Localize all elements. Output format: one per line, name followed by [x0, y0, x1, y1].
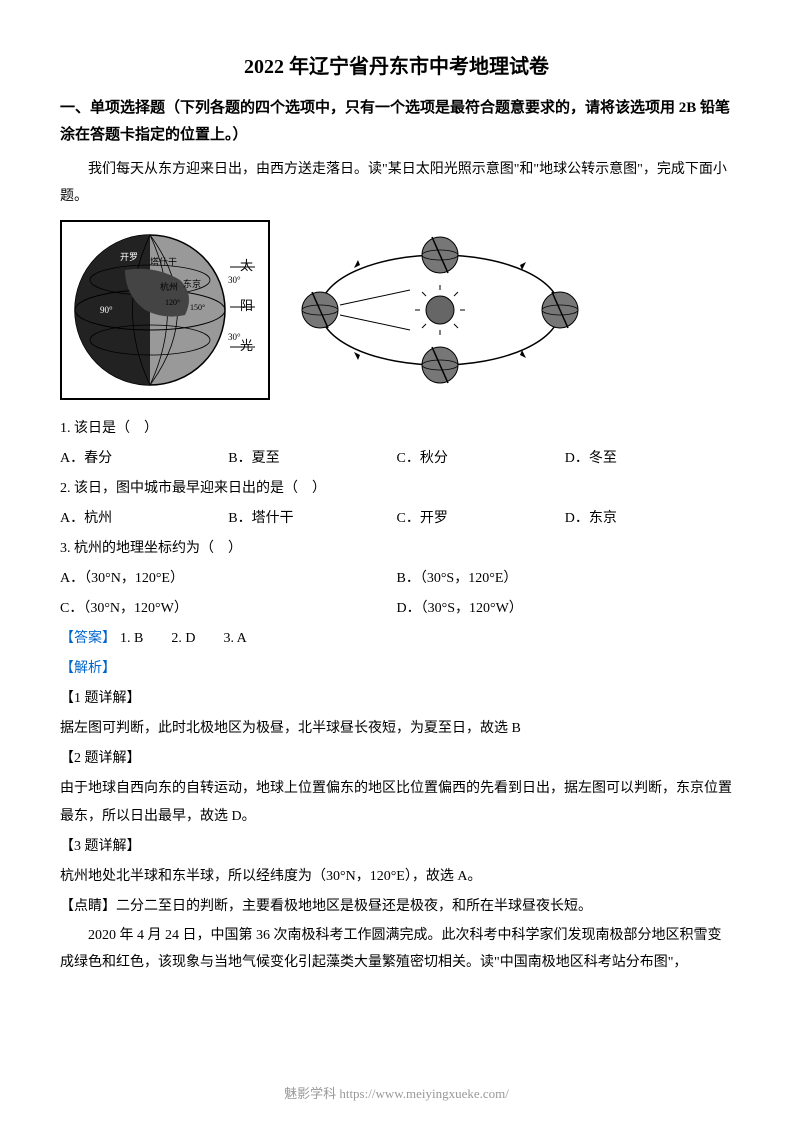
question-2: 2. 该日，图中城市最早迎来日出的是（ ） [60, 475, 733, 503]
svg-text:30°: 30° [228, 275, 241, 285]
q1-option-d: D．冬至 [565, 445, 733, 473]
svg-text:90°: 90° [100, 305, 113, 315]
svg-text:东京: 东京 [183, 278, 201, 289]
svg-text:杭州: 杭州 [160, 281, 178, 292]
svg-text:塔什干: 塔什干 [150, 256, 177, 267]
explain2-text: 由于地球自西向东的自转运动，地球上位置偏东的地区比位置偏西的先看到日出，据左图可… [60, 775, 733, 831]
q2-options: A．杭州 B．塔什干 C．开罗 D．东京 [60, 505, 733, 533]
svg-text:150°: 150° [190, 303, 205, 312]
explain1-text: 据左图可判断，此时北极地区为极昼，北半球昼长夜短，为夏至日，故选 B [60, 715, 733, 743]
intro-paragraph: 我们每天从东方迎来日出，由西方送走落日。读"某日太阳光照示意图"和"地球公转示意… [60, 157, 733, 210]
explain3-text: 杭州地处北半球和东半球，所以经纬度为（30°N，120°E），故选 A。 [60, 863, 733, 891]
orbit-diagram [300, 230, 580, 390]
explain2-header: 【2 题详解】 [60, 745, 733, 773]
passage-2: 2020 年 4 月 24 日，中国第 36 次南极科考工作圆满完成。此次科考中… [60, 923, 733, 976]
q2-option-c: C．开罗 [397, 505, 565, 533]
q2-option-b: B．塔什干 [228, 505, 396, 533]
svg-text:阳: 阳 [240, 298, 253, 313]
q3-option-c: C．（30°N，120°W） [60, 595, 397, 623]
q1-option-a: A．春分 [60, 445, 228, 473]
question-1: 1. 该日是（ ） [60, 415, 733, 443]
explain3-header: 【3 题详解】 [60, 833, 733, 861]
svg-text:30°: 30° [228, 332, 241, 342]
analysis-label: 【解析】 [60, 655, 733, 683]
exam-title: 2022 年辽宁省丹东市中考地理试卷 [60, 50, 733, 79]
page-footer: 魅影学科 https://www.meiyingxueke.com/ [0, 1083, 793, 1102]
answer-label: 【答案】 [60, 631, 116, 646]
q3-options-row2: C．（30°N，120°W） D．（30°S，120°W） [60, 595, 733, 623]
tip-text: 【点睛】二分二至日的判断，主要看极地地区是极昼还是极夜，和所在半球昼夜长短。 [60, 893, 733, 921]
q1-option-b: B．夏至 [228, 445, 396, 473]
section-header: 一、单项选择题（下列各题的四个选项中，只有一个选项是最符合题意要求的，请将该选项… [60, 95, 733, 149]
explain1-header: 【1 题详解】 [60, 685, 733, 713]
q1-options: A．春分 B．夏至 C．秋分 D．冬至 [60, 445, 733, 473]
svg-text:120°: 120° [165, 298, 180, 307]
q2-option-a: A．杭州 [60, 505, 228, 533]
q3-option-b: B．（30°S，120°E） [397, 565, 734, 593]
q3-options-row1: A．（30°N，120°E） B．（30°S，120°E） [60, 565, 733, 593]
q3-option-d: D．（30°S，120°W） [397, 595, 734, 623]
figure-row: 太 阳 光 开罗 塔什干 杭州 东京 30° 30° 120° 150° 90° [60, 220, 733, 400]
answer-block: 【答案】 1. B 2. D 3. A [60, 625, 733, 653]
q2-option-d: D．东京 [565, 505, 733, 533]
q3-option-a: A．（30°N，120°E） [60, 565, 397, 593]
svg-text:开罗: 开罗 [120, 252, 138, 262]
svg-text:太: 太 [240, 258, 253, 273]
svg-text:光: 光 [240, 338, 253, 353]
q1-option-c: C．秋分 [397, 445, 565, 473]
question-3: 3. 杭州的地理坐标约为（ ） [60, 535, 733, 563]
globe-diagram: 太 阳 光 开罗 塔什干 杭州 东京 30° 30° 120° 150° 90° [60, 220, 270, 400]
answer-values: 1. B 2. D 3. A [120, 631, 247, 646]
